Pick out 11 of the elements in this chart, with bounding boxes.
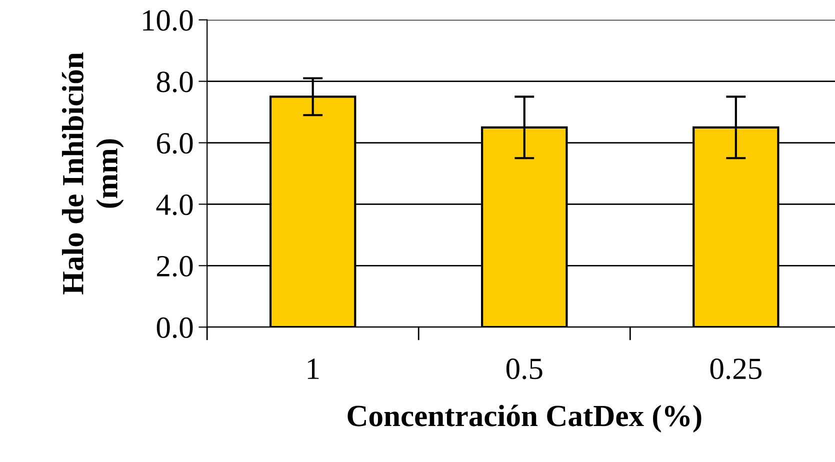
y-tick-label: 6.0	[157, 133, 193, 154]
y-tick-label: 4.0	[156, 194, 193, 216]
y-tick-label: 2.0	[157, 256, 193, 277]
y-tick-label: 8.0	[156, 72, 193, 92]
x-tick-label: 0.25	[710, 358, 762, 380]
x-tick-label: 1	[308, 358, 319, 379]
x-tick-label: 0.5	[506, 358, 542, 380]
y-tick-label: 0.0	[156, 317, 193, 338]
y-tick-label: 10.0	[143, 10, 193, 31]
y-axis-title: Halo de Inhibición (mm)	[62, 52, 124, 294]
x-axis-title: Concentración CatDex (%)	[348, 404, 702, 433]
